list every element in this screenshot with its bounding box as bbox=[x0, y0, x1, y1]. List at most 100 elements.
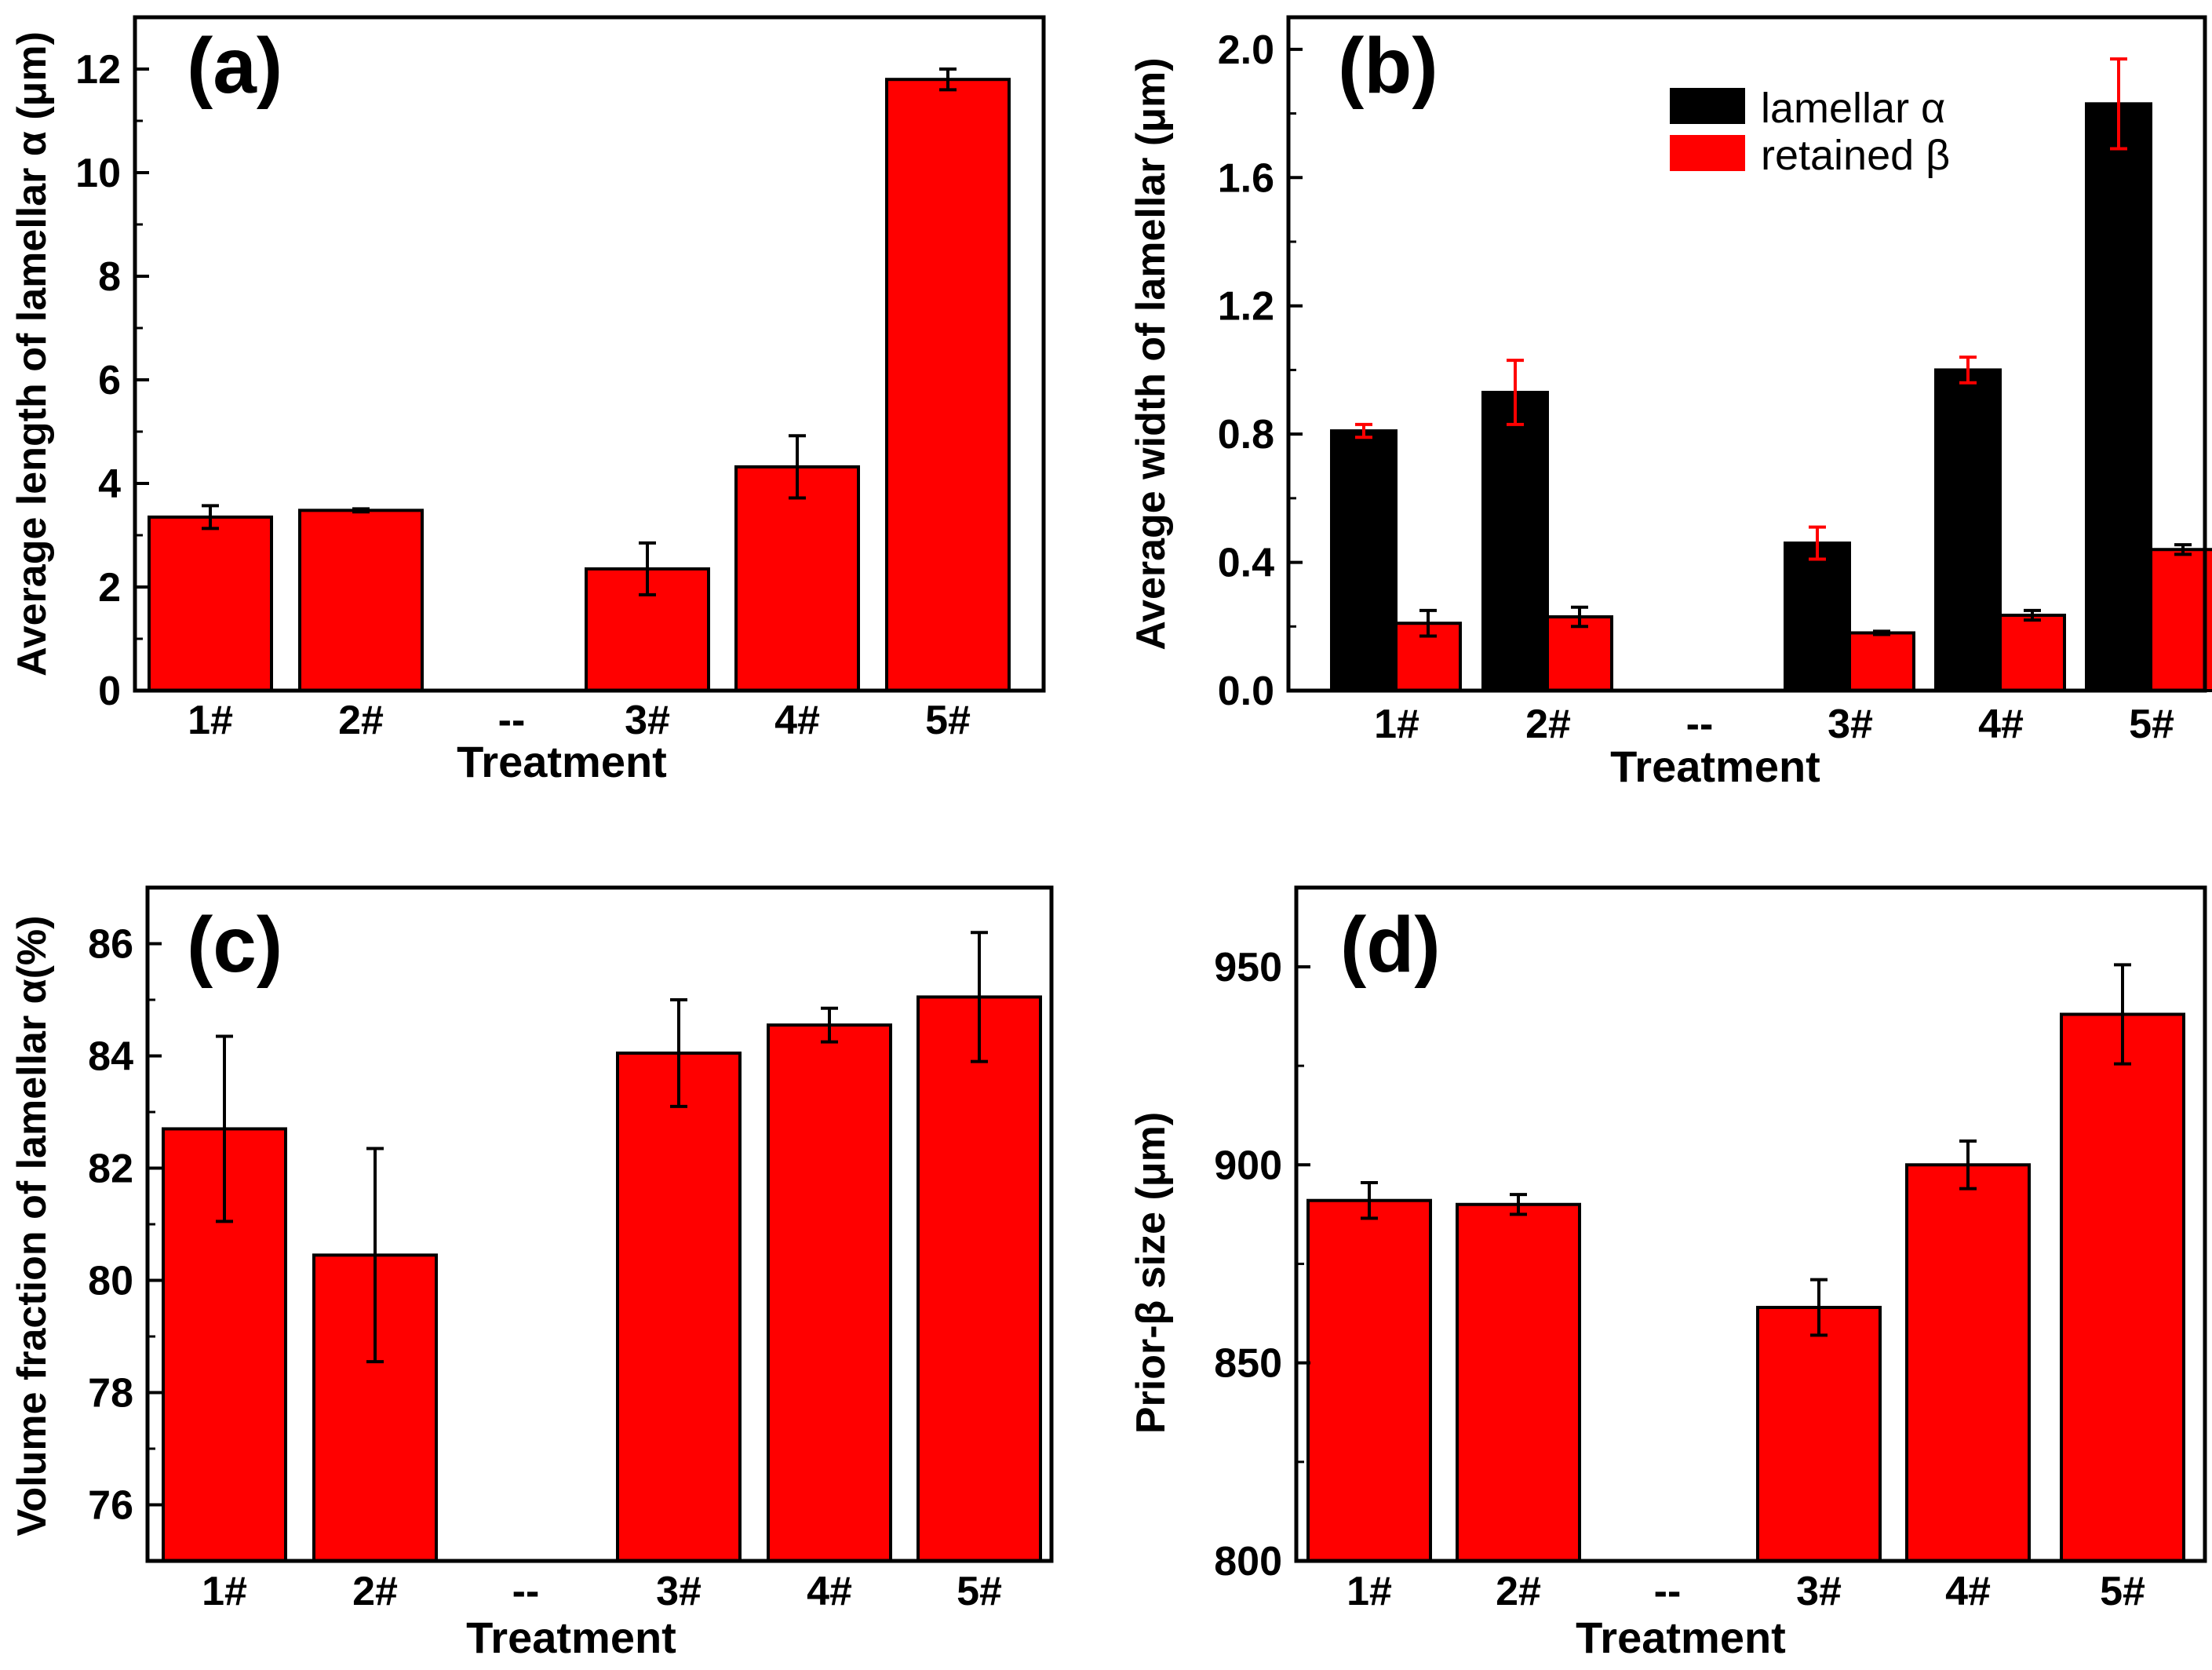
panel-c-bar-0-5 bbox=[917, 995, 1042, 1563]
panel-a-errorbar-0-3 bbox=[639, 541, 656, 596]
panel-a-ytick-label-0: 0 bbox=[98, 669, 121, 714]
panel-a-xtick-label-3: 3# bbox=[625, 698, 670, 743]
panel-b-xtick-label-5: 5# bbox=[2129, 702, 2174, 747]
panel-a-ytick-label-2: 4 bbox=[98, 461, 121, 507]
panel-b-bar-1-5 bbox=[2149, 548, 2212, 692]
panel-b-xtick-label-0: 1# bbox=[1374, 702, 1419, 747]
panel-b-ytick-label-3: 1.2 bbox=[1218, 284, 1274, 330]
panel-d-errorbar-0-0 bbox=[1361, 1181, 1378, 1220]
panel-a-label: (a) bbox=[187, 22, 282, 110]
panel-c-xtick-label-4: 4# bbox=[807, 1569, 852, 1614]
panel-a-ytick-label-1: 2 bbox=[98, 565, 121, 611]
panel-a-xtick-label-2: -- bbox=[498, 698, 526, 743]
panel-d-frame bbox=[1294, 885, 2207, 1563]
panel-a-errorbar-0-5 bbox=[939, 67, 957, 92]
panel-d-xtick-label-2: -- bbox=[1654, 1569, 1682, 1614]
panel-a-errorbar-0-1 bbox=[352, 507, 370, 514]
panel-c-errorbar-0-0 bbox=[216, 1034, 233, 1223]
legend-label-retained-beta: retained β bbox=[1761, 132, 1950, 179]
panel-a-frame bbox=[133, 15, 1046, 693]
panel-c-y-axis: 76 78 80 82 84 86 bbox=[88, 886, 162, 1562]
legend-label-lamellar-alpha: lamellar α bbox=[1761, 85, 1945, 132]
panel-b-errorbar-1-3 bbox=[1873, 629, 1890, 636]
panel-b-bars bbox=[1330, 57, 2212, 693]
panel-c-ytick-label-4: 84 bbox=[88, 1034, 133, 1080]
panel-c-xtick-label-1: 2# bbox=[352, 1569, 398, 1614]
panel-a-bars bbox=[148, 67, 1011, 693]
panel-c-bars bbox=[162, 931, 1042, 1563]
panel-d-ytick-label-1: 850 bbox=[1214, 1341, 1282, 1387]
panel-d-errorbar-0-4 bbox=[1959, 1139, 1977, 1191]
panel-d: (d) Treatment Prior-β size (μm) 800 850 90… bbox=[1128, 885, 2207, 1662]
panel-b-errorbar-1-5 bbox=[2174, 543, 2192, 556]
panel-b-ytick-label-0: 0.0 bbox=[1218, 669, 1274, 714]
panel-b-ytick-label-5: 2.0 bbox=[1218, 27, 1274, 73]
panel-c-xtick-label-5: 5# bbox=[957, 1569, 1002, 1614]
panel-a-xtick-label-5: 5# bbox=[925, 698, 971, 743]
panel-d-errorbar-0-5 bbox=[2114, 963, 2131, 1066]
panel-d-xtick-label-4: 4# bbox=[1945, 1569, 1991, 1614]
panel-b-ytick-label-2: 0.8 bbox=[1218, 412, 1274, 458]
panel-b-errorbar-0-1 bbox=[1507, 359, 1524, 426]
panel-d-errorbar-0-1 bbox=[1510, 1193, 1527, 1216]
panel-c-errorbar-0-4 bbox=[821, 1006, 838, 1044]
panel-c-bar-0-3 bbox=[616, 1051, 742, 1563]
panel-d-xtick-label-5: 5# bbox=[2100, 1569, 2145, 1614]
panel-b-xtick-label-1: 2# bbox=[1525, 702, 1571, 747]
panel-a-bar-0-1 bbox=[298, 509, 424, 692]
panel-b-errorbar-1-0 bbox=[1419, 608, 1437, 638]
legend-swatch-lamellar-alpha bbox=[1670, 88, 1745, 124]
panel-b-ytick-label-4: 1.6 bbox=[1218, 155, 1274, 201]
panel-b-bar-0-5 bbox=[2085, 102, 2152, 693]
panel-d-xtick-label-1: 2# bbox=[1496, 1569, 1541, 1614]
panel-a-ytick-label-6: 12 bbox=[75, 47, 121, 93]
panel-b-xtick-label-4: 4# bbox=[1978, 702, 2024, 747]
panel-a-xtick-label-4: 4# bbox=[774, 698, 820, 743]
panel-d-ytick-label-2: 900 bbox=[1214, 1143, 1282, 1188]
panel-c-ytick-label-0: 76 bbox=[88, 1483, 133, 1529]
panel-c-xtick-label-2: -- bbox=[512, 1569, 540, 1614]
panel-d-bar-0-3 bbox=[1756, 1305, 1882, 1563]
panel-c-y-axis-title: Volume fraction of lamellar α(%) bbox=[9, 916, 55, 1537]
panel-c-bar-0-4 bbox=[767, 1023, 892, 1563]
panel-c-errorbar-0-1 bbox=[366, 1147, 384, 1364]
panel-d-xtick-label-0: 1# bbox=[1347, 1569, 1392, 1614]
panel-b-bar-0-4 bbox=[1934, 368, 2002, 692]
panel-b-xtick-label-2: -- bbox=[1686, 702, 1714, 747]
panel-a-errorbar-0-0 bbox=[202, 504, 219, 531]
panel-b-xtick-label-3: 3# bbox=[1828, 702, 1873, 747]
panel-b-x-axis: 1# 2# -- 3# 4# 5# bbox=[1374, 702, 2174, 747]
panel-c-ytick-label-5: 86 bbox=[88, 922, 133, 968]
panel-a-ytick-label-5: 10 bbox=[75, 151, 121, 196]
panel-c-ytick-label-2: 80 bbox=[88, 1259, 133, 1304]
panel-c-errorbar-0-3 bbox=[670, 998, 687, 1108]
panel-b-legend: lamellar α retained β bbox=[1670, 85, 1950, 179]
panel-a-y-axis-title: Average length of lamellar α (μm) bbox=[9, 31, 55, 676]
panel-a-bar-0-5 bbox=[885, 78, 1011, 692]
panel-b-bar-0-3 bbox=[1784, 541, 1851, 692]
panel-a-errorbar-0-4 bbox=[789, 434, 806, 500]
panel-d-bar-0-0 bbox=[1306, 1198, 1432, 1562]
panel-b-bar-0-1 bbox=[1481, 391, 1549, 692]
panel-d-bars bbox=[1306, 963, 2185, 1563]
panel-b-bar-1-4 bbox=[1999, 613, 2066, 692]
panel-c-ytick-label-3: 82 bbox=[88, 1147, 133, 1192]
panel-c-x-axis: 1# 2# -- 3# 4# 5# bbox=[202, 1569, 1002, 1614]
panel-a-bar-0-0 bbox=[148, 515, 273, 693]
panel-b-errorbar-1-4 bbox=[2024, 608, 2041, 622]
panel-b-x-axis-title: Treatment bbox=[1610, 742, 1820, 791]
legend-swatch-retained-beta bbox=[1670, 135, 1745, 171]
panel-a-xtick-label-1: 2# bbox=[338, 698, 384, 743]
panel-b: (b) Treatment Average width of lamellar … bbox=[1128, 15, 2212, 791]
panel-d-x-axis: 1# 2# -- 3# 4# 5# bbox=[1347, 1569, 2145, 1614]
panel-b-errorbar-0-3 bbox=[1809, 525, 1826, 561]
panel-d-bar-0-1 bbox=[1456, 1202, 1581, 1562]
panel-b-y-axis: 0.0 0.4 0.8 1.2 1.6 2.0 bbox=[1218, 27, 1303, 714]
panel-b-errorbar-0-4 bbox=[1959, 356, 1977, 385]
panel-b-bar-1-3 bbox=[1848, 631, 1915, 693]
panel-b-y-axis-title: Average width of lamellar (μm) bbox=[1128, 57, 1174, 650]
panel-b-bar-0-0 bbox=[1330, 429, 1398, 692]
panel-a-x-axis: 1# 2# -- 3# 4# 5# bbox=[188, 698, 971, 743]
panel-c-label: (c) bbox=[187, 901, 282, 989]
